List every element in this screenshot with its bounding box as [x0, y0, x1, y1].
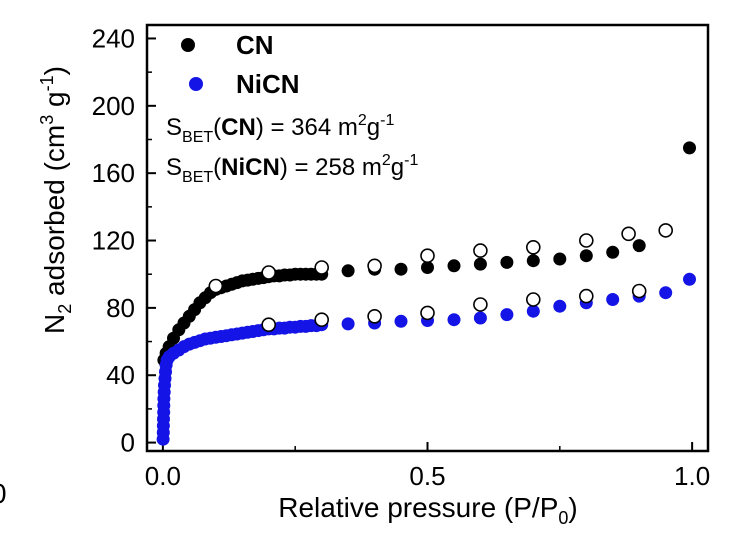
x-tick-label: 1.0 — [674, 461, 710, 491]
point-nicn-adsorption — [659, 286, 673, 300]
point-cn-adsorption — [500, 255, 514, 269]
axis-ticks: 0.0 0.5 1.0 0 40 80 120 160 200 240 — [92, 23, 711, 491]
point-nicn-desorption — [314, 312, 330, 328]
annotation-sbet-nicn: SBET(NiCN) = 258 m2g-1 — [166, 152, 418, 186]
point-cn-desorption — [261, 265, 277, 280]
y-tick-label: 200 — [92, 91, 135, 121]
point-nicn-adsorption — [526, 304, 540, 318]
y-tick-label: 40 — [106, 360, 135, 390]
point-nicn-desorption — [367, 308, 382, 324]
point-nicn-desorption — [578, 288, 594, 304]
point-cn-adsorption — [632, 239, 646, 253]
point-cn-adsorption — [553, 252, 567, 266]
point-nicn-adsorption — [683, 272, 696, 286]
point-nicn-desorption — [420, 305, 435, 321]
point-cn-desorption — [367, 258, 382, 274]
data-points — [156, 141, 696, 446]
point-cn-desorption — [658, 223, 674, 238]
point-nicn-adsorption — [394, 314, 408, 328]
point-cn-adsorption — [606, 245, 620, 259]
point-nicn-desorption — [631, 283, 647, 299]
legend-label-cn: CN — [236, 30, 274, 60]
point-cn-adsorption — [473, 257, 487, 271]
point-nicn-desorption — [261, 317, 277, 333]
point-nicn-adsorption — [341, 317, 355, 331]
point-cn-adsorption — [447, 259, 461, 273]
x-tick-label: 0.0 — [145, 461, 181, 491]
legend: CN NiCN — [181, 30, 300, 99]
point-cn-adsorption — [394, 262, 408, 276]
y-tick-label: 160 — [92, 158, 135, 188]
point-nicn-adsorption — [473, 311, 487, 325]
point-cn-adsorption — [341, 264, 355, 278]
y-tick-label: 80 — [106, 293, 135, 323]
legend-marker-nicn — [189, 77, 203, 91]
y-tick-label: 0 — [121, 428, 135, 458]
y-tick-label: 120 — [92, 226, 135, 256]
point-cn-desorption — [208, 278, 224, 294]
point-cn-adsorption — [683, 141, 696, 155]
point-nicn-adsorption — [553, 299, 567, 313]
point-nicn-adsorption — [447, 313, 461, 327]
edge-fragment-label: 0 — [0, 478, 7, 509]
point-nicn-adsorption — [606, 293, 620, 306]
point-cn-desorption — [525, 240, 541, 255]
point-nicn-desorption — [473, 297, 488, 312]
point-nicn-adsorption — [500, 308, 514, 322]
legend-label-nicn: NiCN — [236, 69, 300, 99]
x-axis-title: Relative pressure (P/P0) — [278, 492, 577, 528]
legend-marker-cn — [181, 38, 195, 52]
point-cn-adsorption — [421, 261, 434, 274]
point-cn-desorption — [578, 233, 594, 248]
x-tick-label: 0.5 — [409, 461, 445, 491]
y-axis-title: N2 adsorbed (cm3 g-1) — [37, 66, 75, 334]
point-cn-desorption — [420, 248, 435, 263]
point-nicn-desorption — [525, 292, 541, 307]
plot-frame — [145, 23, 710, 453]
point-cn-desorption — [621, 226, 636, 242]
point-cn-adsorption — [579, 249, 593, 263]
point-cn-adsorption — [526, 254, 540, 268]
point-cn-desorption — [314, 260, 330, 275]
point-cn-desorption — [473, 243, 488, 258]
y-tick-label: 240 — [92, 23, 135, 53]
annotation-sbet-cn: SBET(CN) = 364 m2g-1 — [166, 112, 394, 146]
